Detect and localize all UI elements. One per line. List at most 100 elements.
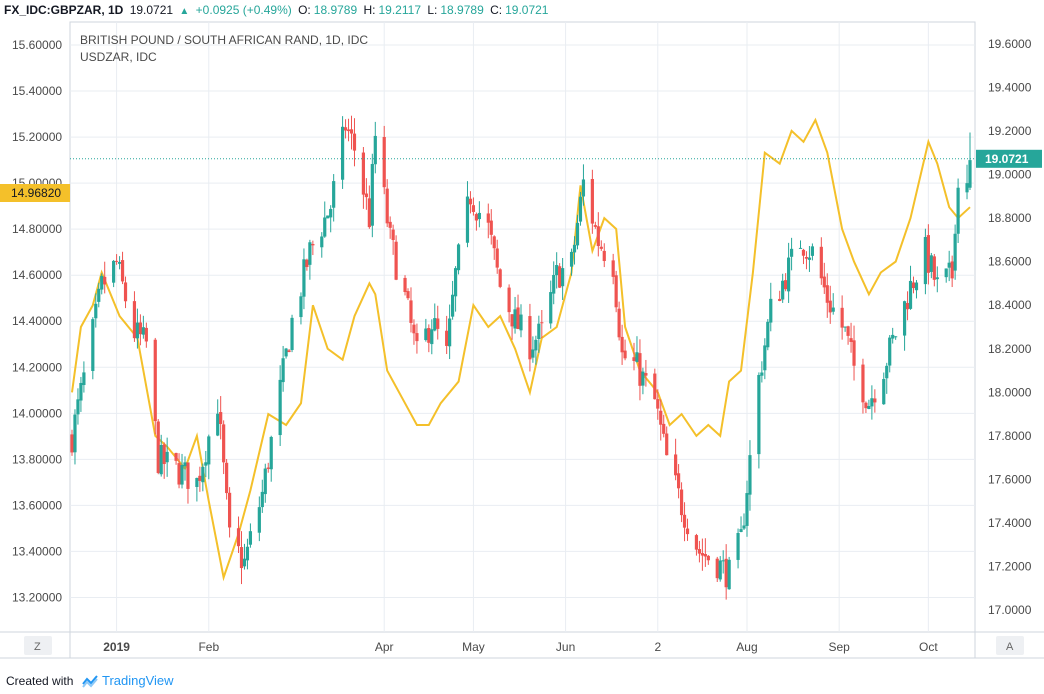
tradingview-logo-icon[interactable] bbox=[82, 674, 98, 688]
time-tick-label: Jun bbox=[556, 640, 575, 654]
zoom-button-box[interactable] bbox=[24, 636, 52, 655]
candlestick-chart[interactable]: 15.6000015.4000015.2000015.0000014.80000… bbox=[0, 0, 1044, 668]
symbol-header: FX_IDC:GBPZAR, 1D 19.0721 ▲ +0.0925 (+0.… bbox=[0, 0, 1044, 20]
candle-body bbox=[91, 319, 95, 371]
candle-body bbox=[798, 247, 803, 249]
candle-body bbox=[332, 181, 336, 208]
candle-body bbox=[679, 489, 684, 516]
candle-body bbox=[117, 262, 122, 264]
candle-body bbox=[810, 246, 815, 256]
time-tick-label: Feb bbox=[198, 640, 219, 654]
right-tick-label: 19.2000 bbox=[988, 124, 1032, 138]
candle-body bbox=[385, 188, 389, 224]
zoom-button-label[interactable]: Z bbox=[34, 641, 41, 653]
candle-body bbox=[76, 399, 80, 415]
candle-body bbox=[290, 317, 294, 350]
candle-body bbox=[507, 287, 511, 313]
candle-body bbox=[415, 333, 419, 342]
candle-body bbox=[123, 282, 128, 302]
symbol-label[interactable]: FX_IDC:GBPZAR, 1D bbox=[4, 3, 124, 17]
zoom-button[interactable]: Z bbox=[24, 636, 52, 655]
auto-scale-button-label[interactable]: A bbox=[1006, 641, 1014, 653]
candle-body bbox=[674, 454, 678, 476]
candle-body bbox=[177, 463, 181, 485]
candle-body bbox=[932, 256, 936, 280]
candle-body bbox=[831, 307, 835, 312]
candle-body bbox=[516, 307, 520, 329]
auto-scale-button[interactable]: A bbox=[996, 636, 1024, 655]
candle-body bbox=[581, 179, 586, 197]
candle-body bbox=[700, 553, 704, 556]
candle-body bbox=[135, 322, 140, 339]
usdzar-line bbox=[71, 117, 971, 582]
candle-body bbox=[349, 129, 354, 134]
time-tick-label: Aug bbox=[736, 640, 757, 654]
right-tick-label: 17.8000 bbox=[988, 429, 1032, 443]
close-value: 19.0721 bbox=[505, 3, 549, 17]
candle-body bbox=[599, 246, 603, 249]
candle-body bbox=[471, 205, 476, 212]
candle-body bbox=[394, 241, 398, 280]
candle-body bbox=[665, 433, 669, 456]
candle-body bbox=[489, 220, 493, 235]
candle-body bbox=[352, 133, 357, 151]
candle-body bbox=[263, 468, 267, 495]
time-tick-label: Oct bbox=[919, 640, 938, 654]
candle-body bbox=[891, 334, 895, 339]
candle-body bbox=[153, 339, 157, 422]
candle-body bbox=[540, 322, 544, 324]
tradingview-brand[interactable]: TradingView bbox=[102, 673, 174, 688]
candle-body bbox=[531, 349, 535, 358]
candle-body bbox=[611, 260, 615, 277]
candle-body bbox=[801, 249, 806, 256]
candle-body bbox=[138, 322, 142, 335]
candle-body bbox=[311, 244, 315, 246]
candle-body bbox=[632, 357, 636, 361]
candle-body bbox=[373, 135, 377, 165]
candle-body bbox=[245, 546, 250, 561]
candle-body bbox=[822, 276, 826, 288]
candle-body bbox=[965, 183, 969, 193]
candle-body bbox=[620, 336, 624, 353]
candle-body bbox=[947, 262, 951, 268]
left-price-tag: 14.96820 bbox=[0, 184, 70, 202]
candle-body bbox=[739, 529, 743, 533]
candle-body bbox=[468, 198, 473, 205]
time-axis[interactable]: 2019 Feb Apr May Jun 2 Aug Sep Oct bbox=[103, 640, 938, 654]
right-price-axis[interactable]: 19.6000 19.4000 19.2000 19.0000 18.8000 18.60… bbox=[988, 37, 1032, 617]
candle-body bbox=[159, 445, 163, 475]
candle-body bbox=[763, 345, 767, 371]
candle-body bbox=[870, 398, 874, 407]
candle-body bbox=[914, 282, 919, 291]
candle-body bbox=[843, 326, 847, 328]
left-tick-label: 15.40000 bbox=[12, 84, 62, 98]
candle-body bbox=[308, 242, 312, 265]
candle-body bbox=[100, 275, 104, 290]
candle-body bbox=[510, 314, 514, 327]
candle-body bbox=[445, 330, 449, 346]
candle-body bbox=[94, 303, 98, 319]
left-price-axis[interactable]: 15.6000015.4000015.2000015.0000014.80000… bbox=[12, 38, 62, 604]
candle-body bbox=[112, 260, 116, 283]
candle-body bbox=[745, 493, 749, 526]
candle-body bbox=[266, 467, 270, 469]
candle-body bbox=[329, 208, 333, 218]
candle-body bbox=[412, 324, 416, 334]
candle-body bbox=[403, 277, 407, 293]
candle-body bbox=[195, 477, 199, 487]
candle-body bbox=[561, 268, 565, 287]
candle-body bbox=[593, 225, 597, 227]
candle-body bbox=[623, 350, 627, 359]
candle-body bbox=[103, 276, 107, 285]
low-label: L: bbox=[427, 3, 438, 17]
auto-scale-button-box[interactable] bbox=[996, 636, 1024, 655]
candle-body bbox=[784, 280, 788, 290]
candle-body bbox=[73, 414, 77, 453]
candle-body bbox=[278, 379, 282, 436]
candle-body bbox=[132, 301, 137, 339]
candle-body bbox=[908, 280, 913, 309]
candle-body bbox=[207, 436, 211, 465]
candle-body bbox=[269, 436, 273, 470]
candle-body bbox=[694, 535, 699, 550]
candle-body bbox=[367, 198, 371, 228]
